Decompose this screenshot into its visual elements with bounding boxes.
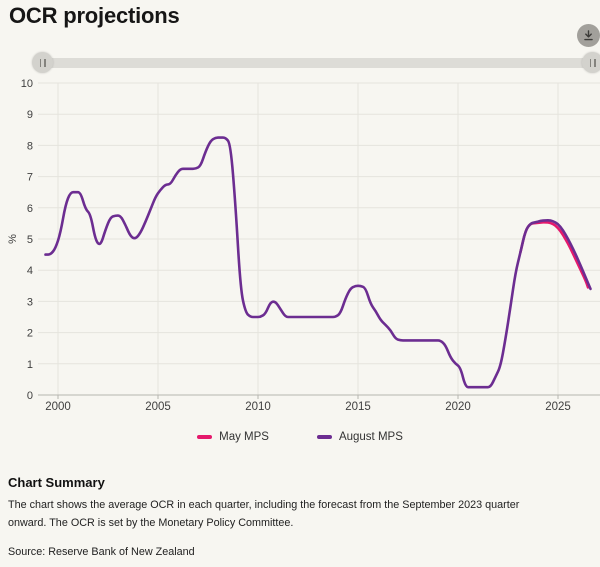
y-tick-label: 7	[27, 172, 33, 184]
series-line-may-mps	[519, 220, 590, 289]
y-tick-label: 10	[21, 78, 33, 90]
x-tick-label: 2020	[445, 401, 471, 413]
summary-text-line: The chart shows the average OCR in each …	[8, 499, 520, 511]
y-tick-label: 0	[27, 390, 33, 402]
chart-legend: May MPS August MPS	[0, 431, 600, 443]
y-gridlines	[38, 82, 600, 396]
legend-item-august-mps[interactable]: August MPS	[316, 431, 403, 443]
slider-handle-left[interactable]	[32, 52, 53, 73]
y-tick-label: 4	[27, 265, 33, 277]
y-axis-title: %	[7, 234, 19, 244]
download-icon	[584, 30, 593, 41]
y-tick-label: 9	[27, 109, 33, 121]
legend-swatch-may-mps	[197, 435, 213, 439]
source-attribution: Source: Reserve Bank of New Zealand	[8, 546, 195, 558]
grip-bars-icon	[589, 58, 591, 67]
download-button[interactable]	[577, 24, 600, 47]
slider-track[interactable]	[40, 58, 593, 68]
y-tick-label: 8	[27, 140, 33, 152]
summary-text-line: onward. The OCR is set by the Monetary P…	[8, 516, 294, 529]
summary-heading: Chart Summary	[8, 475, 105, 490]
chart-summary: Chart Summary The chart shows the averag…	[8, 475, 568, 532]
y-tick-label: 1	[27, 359, 33, 371]
y-tick-label: 3	[27, 296, 33, 308]
x-tick-label: 2025	[545, 401, 571, 413]
series-line-august-mps	[44, 136, 592, 389]
x-tick-label: 2015	[345, 401, 371, 413]
x-tick-labels: 2000 2005 2010 2015 2020 2025	[45, 401, 571, 413]
y-tick-label: 5	[27, 234, 33, 246]
page-title: OCR projections	[9, 3, 180, 28]
grip-bars-icon	[39, 58, 41, 67]
legend-label-may-mps: May MPS	[219, 431, 269, 443]
x-ticks	[57, 395, 559, 399]
y-tick-label: 2	[27, 328, 33, 340]
x-tick-label: 2005	[145, 401, 171, 413]
y-tick-label: 6	[27, 203, 33, 215]
x-tick-label: 2000	[45, 401, 71, 413]
grip-bars-icon	[594, 58, 596, 67]
slider-handle-right[interactable]	[582, 52, 600, 73]
x-tick-label: 2010	[245, 401, 271, 413]
ocr-line-chart: 0 1 2 3 4 5 6 7 8 9 10 2000 2005 2010 2015 2020 2025%	[7, 78, 600, 413]
legend-swatch-august-mps	[316, 435, 332, 439]
grip-bars-icon	[44, 58, 46, 67]
legend-label-august-mps: August MPS	[338, 431, 403, 443]
y-tick-labels: 0 1 2 3 4 5 6 7 8 9 10	[21, 78, 33, 402]
legend-item-may-mps[interactable]: May MPS	[197, 431, 269, 443]
